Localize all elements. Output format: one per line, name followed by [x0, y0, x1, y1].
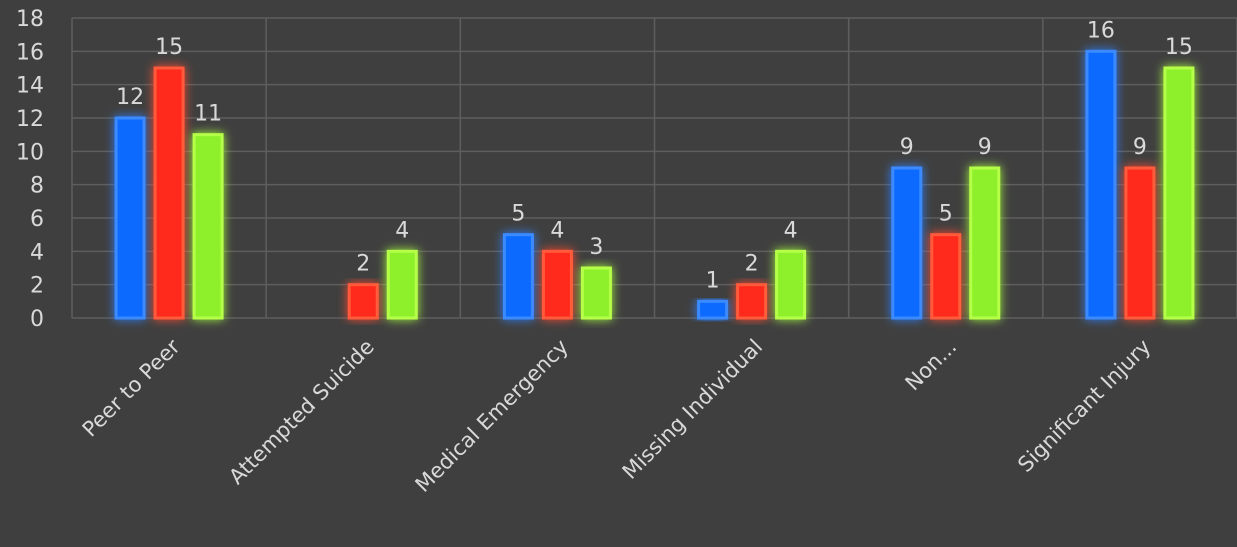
- bar: [1163, 66, 1195, 320]
- x-tick-label: Peer to Peer: [78, 334, 185, 441]
- data-label: 9: [900, 135, 914, 160]
- bar: [502, 233, 534, 320]
- bar: [775, 249, 807, 320]
- data-label: 5: [939, 202, 953, 227]
- y-tick-label: 16: [16, 40, 44, 65]
- bar: [891, 166, 923, 320]
- y-tick-label: 4: [30, 240, 44, 265]
- data-label: 11: [194, 102, 222, 127]
- bar: [1124, 166, 1156, 320]
- y-tick-label: 14: [16, 74, 44, 99]
- data-label: 15: [1165, 35, 1193, 60]
- bar: [736, 283, 768, 320]
- bar: [153, 66, 185, 320]
- data-label: 3: [589, 235, 603, 260]
- y-tick-label: 10: [16, 140, 44, 165]
- data-label: 4: [395, 218, 409, 243]
- y-tick-label: 12: [16, 107, 44, 132]
- y-tick-label: 0: [30, 307, 44, 332]
- x-tick-label: Significant Injury: [1013, 335, 1155, 477]
- bars: [114, 49, 1195, 320]
- bar: [930, 233, 962, 320]
- x-tick-label: Non...: [901, 335, 962, 396]
- bar: [347, 283, 379, 320]
- bar: [580, 266, 612, 320]
- bar: [114, 116, 146, 320]
- bar: [1085, 49, 1117, 320]
- data-label: 5: [511, 202, 525, 227]
- data-label: 12: [116, 85, 144, 110]
- y-tick-label: 6: [30, 207, 44, 232]
- x-tick-label: Attempted Suicide: [224, 335, 378, 489]
- bar: [541, 249, 573, 320]
- data-label: 9: [1133, 135, 1147, 160]
- data-label: 1: [706, 268, 720, 293]
- bar: [386, 249, 418, 320]
- y-tick-label: 18: [16, 7, 44, 32]
- x-axis-ticks: Peer to Peer Attempted Suicide Medical Eme…: [78, 334, 1156, 497]
- bar: [969, 166, 1001, 320]
- data-label: 15: [155, 35, 183, 60]
- data-label: 4: [550, 218, 564, 243]
- data-label: 4: [784, 218, 798, 243]
- bar: [697, 299, 729, 320]
- y-tick-label: 8: [30, 174, 44, 199]
- bar: [192, 133, 224, 320]
- data-label: 2: [745, 252, 759, 277]
- data-label: 2: [356, 252, 370, 277]
- y-tick-label: 2: [30, 274, 44, 299]
- data-label: 16: [1087, 18, 1115, 43]
- x-tick-label: Missing Individual: [618, 335, 767, 484]
- y-axis-ticks: 0 2 4 6 8 10 12 14 16 18: [16, 7, 44, 332]
- gridlines: [71, 17, 1237, 319]
- x-tick-label: Medical Emergency: [411, 335, 573, 497]
- data-label: 9: [978, 135, 992, 160]
